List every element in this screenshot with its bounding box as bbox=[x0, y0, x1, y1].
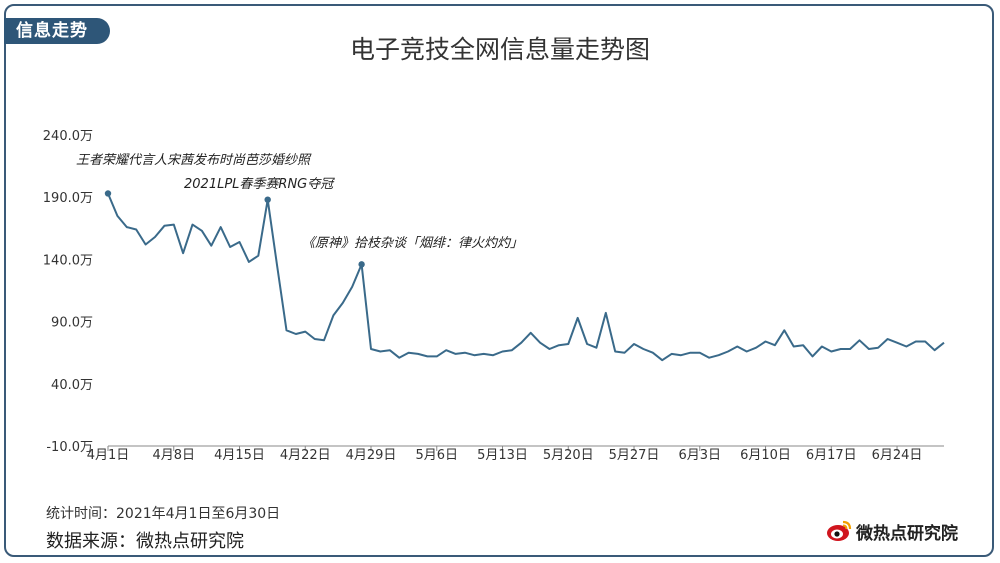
x-tick-label: 4月29日 bbox=[346, 448, 397, 463]
x-axis: 4月1日 4月8日 4月15日 4月22日 4月29日 5月6日 5月13日 5月20日 5月2… bbox=[87, 445, 944, 463]
brand-logo: 微热点研究院 bbox=[826, 517, 958, 545]
y-tick-label: 90.0万 bbox=[51, 316, 93, 331]
x-tick-label: 5月20日 bbox=[543, 448, 594, 463]
series-group bbox=[107, 193, 945, 362]
y-tick-label: 240.0万 bbox=[43, 129, 93, 144]
x-tick-label: 4月1日 bbox=[87, 448, 130, 463]
y-axis-ticks: -10.0万 40.0万 90.0万 140.0万 190.0万 240.0万 bbox=[43, 129, 93, 455]
annotation-label: 2021LPL春季赛RNG夺冠 bbox=[184, 176, 335, 192]
annotation-label: 王者荣耀代言人宋茜发布时尚芭莎婚纱照 bbox=[76, 153, 312, 168]
y-tick-label: 190.0万 bbox=[43, 191, 93, 206]
stat-time: 统计时间：2021年4月1日至6月30日 bbox=[46, 506, 281, 522]
weibo-eye-icon bbox=[827, 520, 852, 541]
chart-title: 电子竞技全网信息量走势图 bbox=[349, 35, 650, 64]
section-tag: 信息走势 bbox=[4, 18, 110, 44]
annotation-point bbox=[264, 196, 271, 203]
x-tick-label: 6月3日 bbox=[679, 448, 722, 463]
y-tick-label: 140.0万 bbox=[43, 253, 93, 268]
x-tick-label: 5月13日 bbox=[477, 448, 528, 463]
annotation-point bbox=[104, 190, 112, 197]
x-tick-label: 6月10日 bbox=[740, 448, 791, 463]
x-tick-label: 6月17日 bbox=[806, 448, 857, 463]
x-tick-label: 6月24日 bbox=[872, 448, 923, 463]
slide-frame bbox=[4, 4, 994, 557]
annotations-group: 王者荣耀代言人宋茜发布时尚芭莎婚纱照 2021LPL春季赛RNG夺冠《原神》拾枝杂… bbox=[76, 153, 523, 268]
x-tick-label: 5月27日 bbox=[609, 448, 660, 463]
series-line bbox=[107, 193, 945, 362]
x-tick-label: 4月22日 bbox=[280, 448, 331, 463]
y-tick-label: 40.0万 bbox=[51, 378, 93, 393]
data-source: 数据来源：微热点研究院 bbox=[46, 531, 244, 552]
brand-name: 微热点研究院 bbox=[856, 523, 958, 544]
x-tick-label: 4月15日 bbox=[214, 448, 265, 463]
annotation-point bbox=[358, 261, 365, 268]
annotation-label: 《原神》拾枝杂谈「烟绯：律火灼灼」 bbox=[302, 236, 523, 251]
y-tick-label: -10.0万 bbox=[46, 440, 93, 455]
x-tick-label: 4月8日 bbox=[152, 448, 195, 463]
x-tick-label: 5月6日 bbox=[415, 448, 458, 463]
